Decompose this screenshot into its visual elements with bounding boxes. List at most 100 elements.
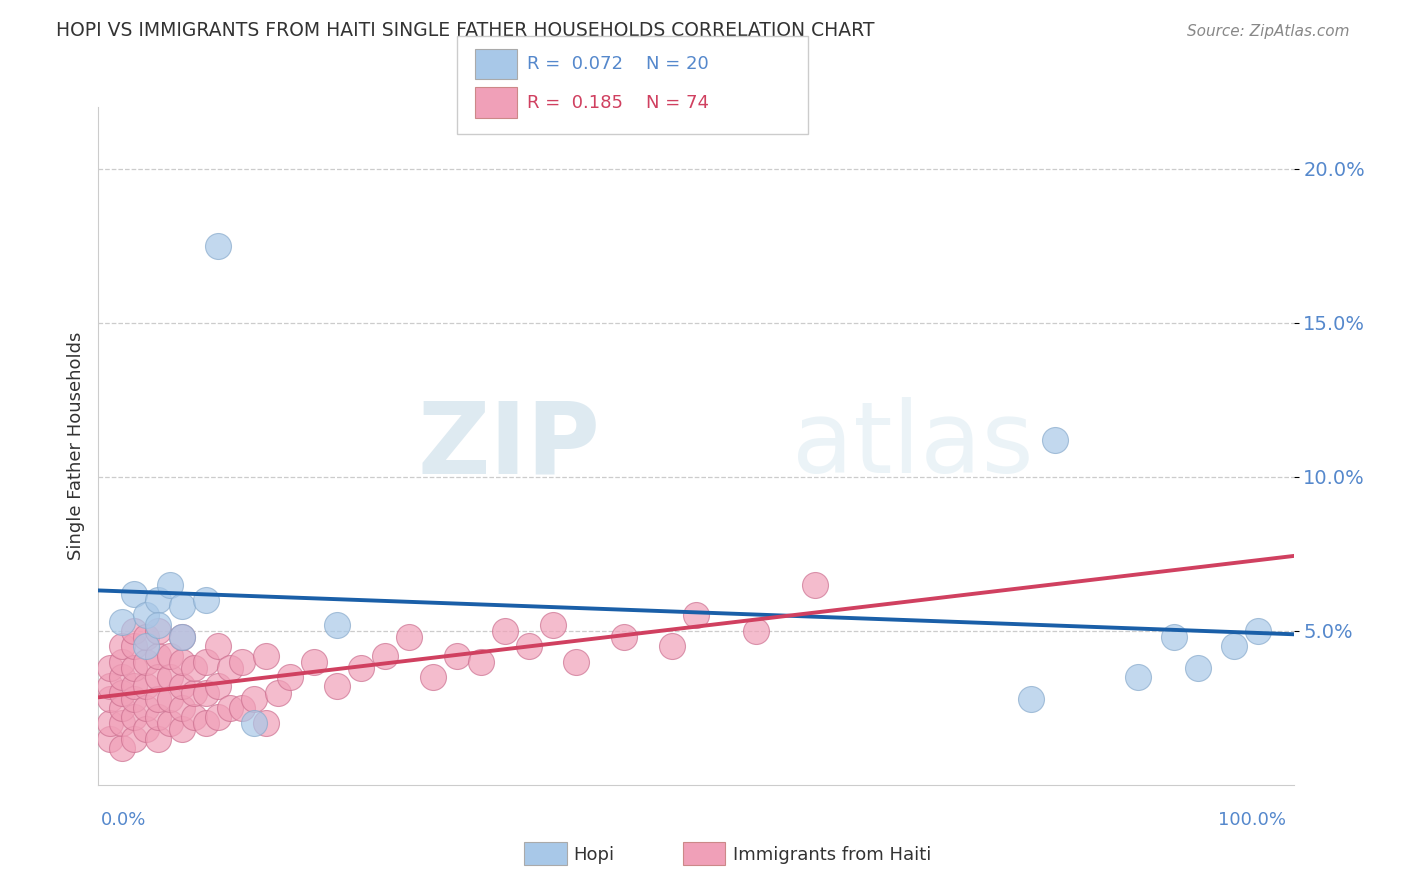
Point (98, 731, 122, 746)
Point (135, 655, 157, 669)
Text: 0.0%: 0.0% (101, 811, 146, 829)
Point (745, 624, 768, 638)
Point (207, 640, 229, 654)
Point (194, 716, 217, 731)
Point (135, 701, 157, 715)
Point (194, 655, 217, 669)
Point (242, 691, 264, 706)
Point (172, 599, 194, 614)
Point (194, 593, 217, 607)
Point (183, 685, 205, 699)
Point (172, 630, 194, 644)
Point (148, 691, 170, 706)
Point (278, 670, 301, 684)
Point (565, 655, 588, 669)
Point (172, 630, 194, 644)
Point (172, 655, 194, 669)
Point (135, 679, 157, 693)
Point (148, 624, 170, 638)
Y-axis label: Single Father Households: Single Father Households (66, 332, 84, 560)
Point (159, 670, 181, 684)
Point (172, 679, 194, 693)
Point (135, 723, 157, 737)
Point (111, 685, 134, 699)
Point (231, 701, 253, 715)
Point (1163, 630, 1185, 644)
Point (267, 685, 290, 699)
Point (207, 710, 229, 724)
Point (111, 615, 134, 629)
Point (111, 640, 134, 654)
Point (231, 655, 253, 669)
Point (135, 640, 157, 654)
Point (124, 661, 146, 675)
Point (804, 577, 827, 591)
Point (124, 710, 146, 724)
Point (422, 670, 444, 684)
Point (194, 685, 217, 699)
Point (148, 731, 170, 746)
Point (124, 691, 146, 706)
Point (470, 655, 492, 669)
Point (1187, 661, 1209, 675)
Point (172, 723, 194, 737)
Text: R =  0.185    N = 74: R = 0.185 N = 74 (527, 94, 709, 112)
Point (1246, 624, 1268, 638)
Point (685, 608, 707, 623)
Point (98, 661, 122, 675)
Point (135, 608, 157, 623)
Point (159, 648, 181, 663)
Point (254, 648, 277, 663)
Text: Hopi: Hopi (574, 846, 614, 863)
Point (350, 661, 373, 675)
Point (1019, 691, 1042, 706)
Point (159, 716, 181, 731)
Point (124, 640, 146, 654)
Point (159, 691, 181, 706)
Point (254, 716, 277, 731)
Point (148, 617, 170, 632)
Point (98, 691, 122, 706)
Point (374, 648, 396, 663)
Point (446, 648, 468, 663)
Point (111, 716, 134, 731)
Point (183, 661, 205, 675)
Point (98, 716, 122, 731)
Point (148, 648, 170, 663)
Text: HOPI VS IMMIGRANTS FROM HAITI SINGLE FATHER HOUSEHOLDS CORRELATION CHART: HOPI VS IMMIGRANTS FROM HAITI SINGLE FAT… (56, 21, 875, 39)
Point (541, 617, 564, 632)
Point (124, 624, 146, 638)
Point (124, 731, 146, 746)
Point (172, 701, 194, 715)
Point (207, 238, 229, 252)
Point (613, 630, 636, 644)
Point (1222, 640, 1246, 654)
Point (398, 630, 420, 644)
Point (1043, 433, 1066, 447)
Point (111, 701, 134, 715)
Point (207, 679, 229, 693)
Text: Source: ZipAtlas.com: Source: ZipAtlas.com (1187, 24, 1350, 38)
Point (148, 710, 170, 724)
Text: ZIP: ZIP (418, 398, 600, 494)
Text: R =  0.072    N = 20: R = 0.072 N = 20 (527, 55, 709, 73)
Point (148, 593, 170, 607)
Point (98, 679, 122, 693)
Point (326, 679, 349, 693)
Point (1128, 670, 1150, 684)
Point (219, 701, 242, 715)
Text: 100.0%: 100.0% (1219, 811, 1286, 829)
Point (494, 624, 516, 638)
Point (242, 716, 264, 731)
Point (148, 670, 170, 684)
Text: Immigrants from Haiti: Immigrants from Haiti (733, 846, 931, 863)
Point (326, 617, 349, 632)
Point (219, 661, 242, 675)
Point (302, 655, 325, 669)
Point (124, 587, 146, 601)
Point (111, 741, 134, 756)
Point (111, 655, 134, 669)
Point (159, 577, 181, 591)
Point (124, 679, 146, 693)
Point (517, 640, 540, 654)
